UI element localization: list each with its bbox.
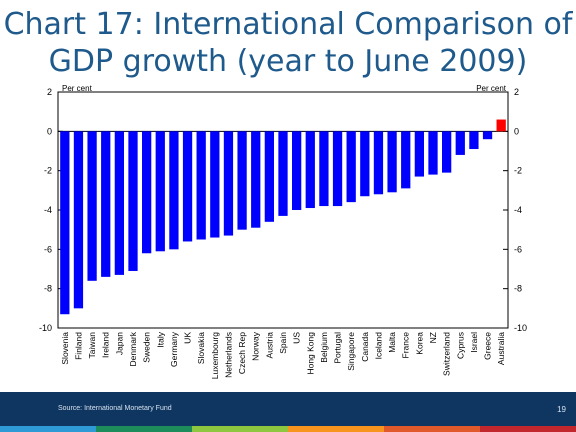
y-tick-label-right: 0 xyxy=(514,126,519,136)
bar-belgium xyxy=(319,131,329,207)
bar-israel xyxy=(469,131,479,150)
x-tick-label: NZ xyxy=(428,332,438,343)
x-tick-label: UK xyxy=(183,332,193,344)
chart-title-line-2: GDP growth (year to June 2009) xyxy=(48,44,528,79)
bar-korea xyxy=(414,131,424,177)
y-tick-label-left: 2 xyxy=(47,87,52,97)
bar-czech-rep xyxy=(237,131,247,230)
x-tick-label: Sweden xyxy=(142,332,152,363)
x-tick-label: Australia xyxy=(496,332,506,365)
x-tick-label: Canada xyxy=(360,332,370,362)
bar-sweden xyxy=(142,131,152,254)
bar-singapore xyxy=(346,131,356,203)
bar-portugal xyxy=(332,131,343,207)
x-tick-label: Norway xyxy=(251,331,261,361)
bar-cyprus xyxy=(455,131,465,155)
chart-title-line-1: Chart 17: International Comparison of xyxy=(3,7,573,42)
bar-luxembourg xyxy=(210,131,220,238)
y-axis-label-left: Per cent xyxy=(62,84,93,93)
x-tick-label: Korea xyxy=(414,332,424,355)
bar-slovakia xyxy=(196,131,206,240)
y-tick-label-left: -2 xyxy=(44,166,52,176)
x-tick-label: Ireland xyxy=(101,332,111,358)
y-tick-label-right: 2 xyxy=(514,87,519,97)
x-tick-label: Denmark xyxy=(128,331,138,366)
x-tick-label: Taiwan xyxy=(87,332,97,359)
bar-spain xyxy=(278,131,288,216)
footer-color-stripe xyxy=(0,426,576,432)
bar-canada xyxy=(360,131,370,197)
x-tick-label: Netherlands xyxy=(223,332,233,378)
footer-stripe-segment xyxy=(384,426,480,432)
x-tick-label: Luxembourg xyxy=(210,332,220,380)
x-tick-label: Germany xyxy=(169,331,179,367)
y-tick-label-left: -10 xyxy=(39,323,52,333)
x-tick-label: Greece xyxy=(483,332,493,360)
bar-finland xyxy=(73,131,84,309)
bar-chart: 2 2 0 0 -2 -2 -4 -4 -6 -6 -8 -8 -10 -10 Per cent Per ce… xyxy=(39,84,527,380)
x-tick-label: Italy xyxy=(155,331,165,347)
bar-france xyxy=(401,131,411,189)
x-tick-label: Czech Rep xyxy=(237,332,247,374)
x-tick-label: Cyprus xyxy=(455,332,465,359)
chart-title: Chart 17: International Comparison of GD… xyxy=(0,6,576,80)
x-tick-label: Singapore xyxy=(346,332,356,371)
footer-stripe-segment xyxy=(288,426,384,432)
bar-ireland xyxy=(101,131,111,277)
x-tick-label: Spain xyxy=(278,332,288,354)
bar-taiwan xyxy=(87,131,97,281)
y-axis-label-right: Per cent xyxy=(476,84,507,93)
footer-stripe-segment xyxy=(96,426,192,432)
bar-us xyxy=(292,131,302,210)
bar-japan xyxy=(114,131,124,275)
x-tick-label: Japan xyxy=(114,332,124,355)
source-note: Source: International Monetary Fund xyxy=(58,405,172,412)
x-tick-label: Belgium xyxy=(319,332,329,363)
y-tick-label-left: -6 xyxy=(44,244,52,254)
bar-netherlands xyxy=(223,131,234,236)
x-tick-label: Switzerland xyxy=(442,332,452,376)
bar-iceland xyxy=(373,131,384,195)
x-tick-label: Finland xyxy=(73,332,83,360)
bar-uk xyxy=(182,131,193,242)
bar-australia xyxy=(496,119,506,132)
x-tick-label: France xyxy=(401,332,411,359)
bar-denmark xyxy=(128,131,138,271)
bar-malta xyxy=(387,131,397,193)
bar-austria xyxy=(264,131,274,222)
x-tick-label: Malta xyxy=(387,332,397,353)
bar-slovenia xyxy=(60,131,70,315)
bar-italy xyxy=(155,131,165,252)
y-tick-label-right: -4 xyxy=(514,205,522,215)
y-tick-label-right: -2 xyxy=(514,166,522,176)
y-tick-label-right: -6 xyxy=(514,244,522,254)
footer-stripe-segment xyxy=(480,426,576,432)
x-tick-label: Slovakia xyxy=(196,332,206,364)
bar-greece xyxy=(482,131,493,140)
x-tick-label: US xyxy=(292,332,302,344)
x-tick-label: Austria xyxy=(264,332,274,359)
x-tick-label: Iceland xyxy=(373,332,383,360)
bar-nz xyxy=(428,131,438,175)
bar-switzerland xyxy=(442,131,452,173)
y-tick-label-left: -4 xyxy=(44,205,52,215)
y-tick-label-left: 0 xyxy=(47,126,52,136)
y-tick-label-left: -8 xyxy=(44,284,52,294)
footer-bar: Source: International Monetary Fund 19 xyxy=(0,392,576,432)
page-number: 19 xyxy=(557,405,566,414)
x-tick-label: Israel xyxy=(469,332,479,353)
x-tick-label: Portugal xyxy=(333,332,343,364)
bar-hong-kong xyxy=(305,131,315,209)
x-tick-label: Slovenia xyxy=(60,332,70,365)
bar-norway xyxy=(251,131,261,228)
y-tick-label-right: -10 xyxy=(514,323,527,333)
bar-germany xyxy=(169,131,179,250)
footer-stripe-segment xyxy=(0,426,96,432)
x-tick-label: Hong Kong xyxy=(305,332,315,375)
y-tick-label-right: -8 xyxy=(514,284,522,294)
footer-stripe-segment xyxy=(192,426,288,432)
